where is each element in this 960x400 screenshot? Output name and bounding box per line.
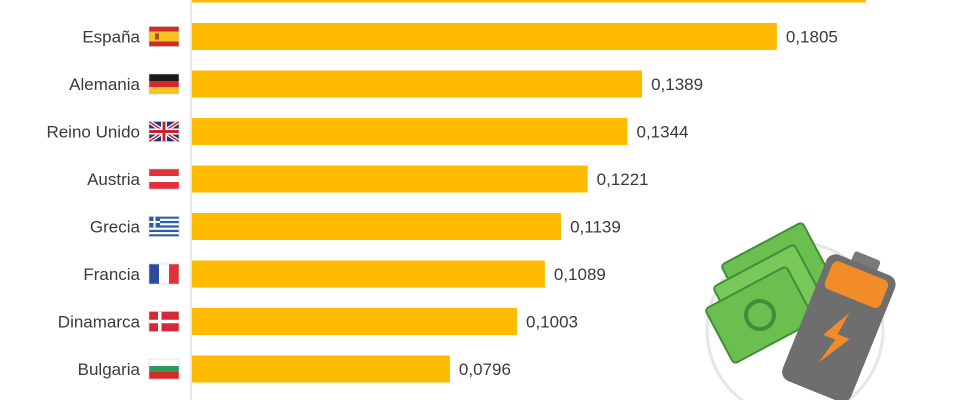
bar xyxy=(192,308,518,335)
flag-icon-greece xyxy=(148,216,180,237)
bar xyxy=(192,23,777,50)
value-label: 0,1089 xyxy=(554,265,606,284)
bar xyxy=(192,355,450,383)
bar xyxy=(192,70,643,98)
bar-row: Grecia 0,1139 xyxy=(90,213,621,240)
flag-icon-bulgaria xyxy=(148,358,180,380)
country-label: Grecia xyxy=(90,218,141,237)
flag-icon-austria xyxy=(148,168,180,190)
value-label: 0,0796 xyxy=(459,360,511,379)
battery-bolt-icon xyxy=(782,251,896,400)
bar xyxy=(192,118,628,145)
flag-icon-uk xyxy=(147,119,181,144)
bar xyxy=(192,0,866,3)
bar-row: Alemania 0,1389 xyxy=(69,70,703,98)
bar-row xyxy=(192,0,866,3)
flag-icon-denmark xyxy=(148,311,180,332)
bar-row: Reino Unido 0,1344 xyxy=(46,118,689,145)
country-label: Francia xyxy=(83,265,140,284)
value-label: 0,1389 xyxy=(651,75,703,94)
flag-icon-germany xyxy=(148,73,180,95)
value-label: 0,1805 xyxy=(786,28,838,47)
bar-row: Francia 0,1089 xyxy=(83,260,606,288)
value-label: 0,1344 xyxy=(637,123,689,142)
flag-icon-france xyxy=(148,263,180,285)
bar-row: España 0,1805 xyxy=(82,23,838,50)
country-label: Bulgaria xyxy=(78,360,141,379)
country-label: España xyxy=(82,28,140,47)
country-label: Alemania xyxy=(69,75,140,94)
value-label: 0,1003 xyxy=(526,313,578,332)
country-label: Reino Unido xyxy=(46,123,140,142)
country-label: Austria xyxy=(87,170,140,189)
bar xyxy=(192,165,588,193)
country-label: Dinamarca xyxy=(58,313,141,332)
money-and-battery-illustration xyxy=(705,222,896,400)
bar-row: Bulgaria 0,0796 xyxy=(78,355,511,383)
bar-row: Austria 0,1221 xyxy=(87,165,649,193)
bar-row: Dinamarca 0,1003 xyxy=(58,308,578,335)
bar xyxy=(192,260,545,288)
money-bills-icon xyxy=(705,222,831,364)
bar xyxy=(192,213,562,240)
flag-icon-spain xyxy=(148,26,180,47)
value-label: 0,1221 xyxy=(597,170,649,189)
value-label: 0,1139 xyxy=(570,218,621,237)
